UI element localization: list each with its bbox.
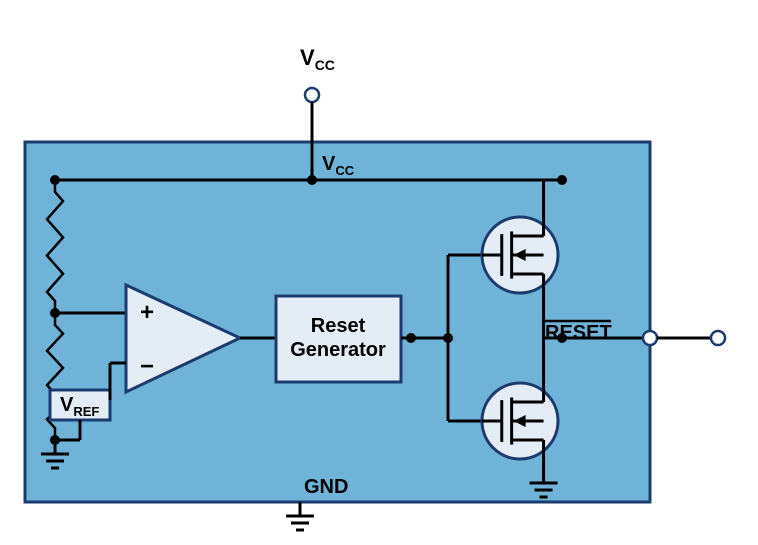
nmos-transistor: [482, 383, 558, 459]
gnd-label: GND: [304, 476, 348, 498]
svg-text:−: −: [140, 353, 154, 380]
reset-generator-label-2: Generator: [290, 339, 386, 361]
vcc-label-external: VCC: [300, 45, 335, 73]
reset-pin-internal: [643, 331, 657, 345]
reset-label: RESET: [545, 322, 612, 344]
reset-pin-external: [711, 331, 725, 345]
pmos-transistor: [482, 217, 558, 293]
reset-generator-label-1: Reset: [311, 315, 366, 337]
vcc-terminal: [305, 88, 319, 102]
svg-text:+: +: [140, 299, 154, 326]
